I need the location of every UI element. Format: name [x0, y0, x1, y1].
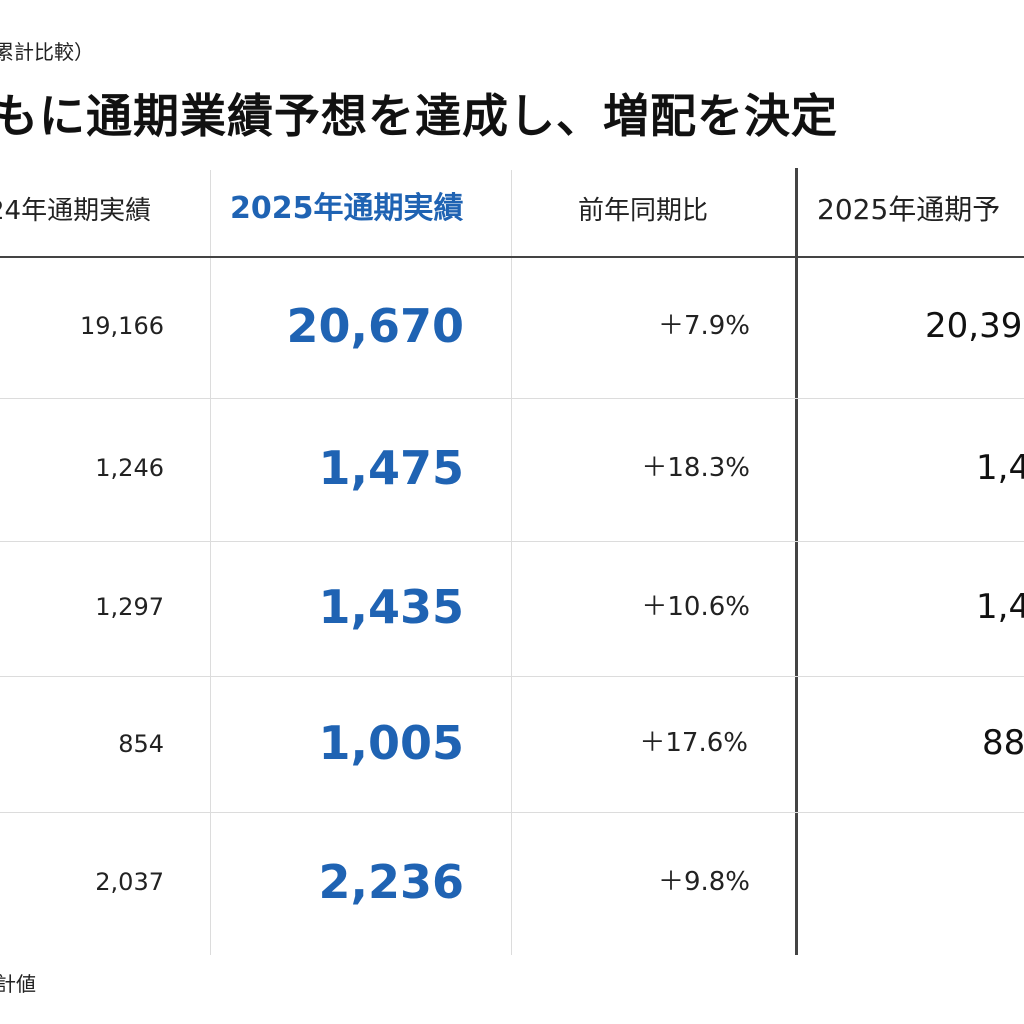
header-current-year: 2025年通期実績 — [230, 191, 464, 226]
row2-prev-value: 1,246 — [95, 454, 164, 482]
page-headline: もに通期業績予想を達成し、増配を決定 — [0, 89, 838, 143]
row-divider-1 — [0, 398, 1024, 399]
column-divider-2 — [511, 170, 512, 955]
row1-prev-value: 19,166 — [80, 312, 164, 340]
row-divider-4 — [0, 812, 1024, 813]
forecast-column-divider — [795, 168, 798, 955]
row3-forecast-value: 1,42 — [976, 587, 1024, 627]
row1-current-value: 20,670 — [286, 299, 464, 353]
row2-yoy-value: ＋18.3% — [641, 453, 750, 483]
row3-current-value: 1,435 — [318, 580, 464, 634]
header-underline — [0, 256, 1024, 258]
row3-yoy-value: ＋10.6% — [641, 592, 750, 622]
row1-yoy-value: ＋7.9% — [657, 311, 750, 341]
row4-prev-value: 854 — [118, 730, 164, 758]
table-subtitle: 累計比較） — [0, 40, 94, 64]
row1-forecast-value: 20,39 — [925, 306, 1023, 346]
row-divider-3 — [0, 676, 1024, 677]
header-prev-year: 24年通期実績 — [0, 196, 152, 226]
row5-current-value: 2,236 — [318, 855, 464, 909]
footnote: 計値 — [0, 972, 36, 996]
row2-forecast-value: 1,43 — [976, 448, 1024, 488]
row5-prev-value: 2,037 — [95, 868, 164, 896]
column-divider-1 — [210, 170, 211, 955]
row2-current-value: 1,475 — [318, 441, 464, 495]
row4-forecast-value: 88 — [982, 723, 1024, 763]
row4-yoy-value: ＋17.6% — [639, 728, 748, 758]
row3-prev-value: 1,297 — [95, 593, 164, 621]
row5-yoy-value: ＋9.8% — [657, 867, 750, 897]
header-yoy: 前年同期比 — [578, 196, 709, 226]
header-forecast: 2025年通期予 — [817, 193, 1001, 226]
row-divider-2 — [0, 541, 1024, 542]
row4-current-value: 1,005 — [318, 716, 464, 770]
